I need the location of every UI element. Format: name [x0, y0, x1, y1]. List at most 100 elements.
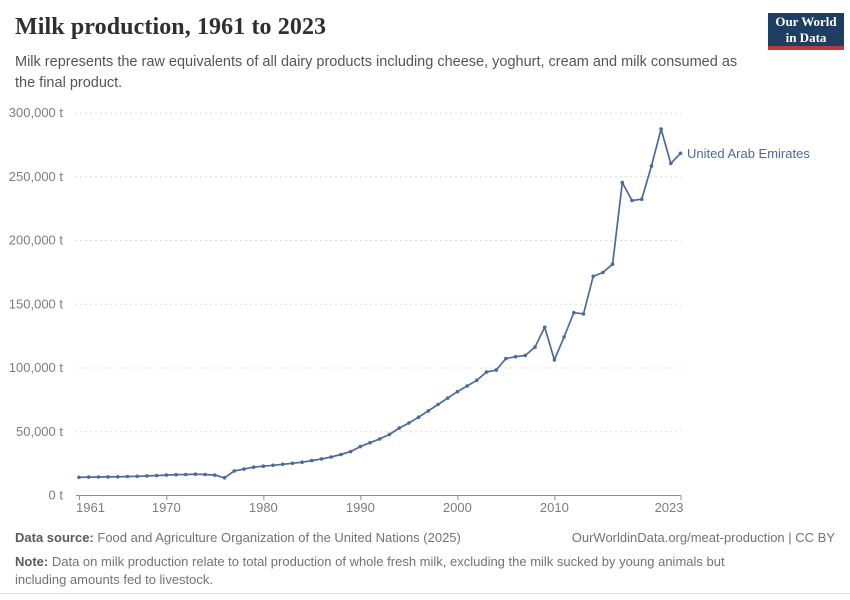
- series-markers: [77, 127, 683, 480]
- data-point[interactable]: [445, 396, 450, 400]
- data-point[interactable]: [378, 437, 382, 441]
- data-point[interactable]: [290, 461, 295, 466]
- data-point[interactable]: [572, 310, 576, 315]
- x-tick-label: 2010: [540, 500, 569, 515]
- data-point[interactable]: [426, 409, 431, 413]
- data-point[interactable]: [610, 262, 615, 267]
- data-point[interactable]: [135, 474, 139, 479]
- y-tick-label: 50,000 t: [16, 424, 63, 439]
- data-point[interactable]: [542, 325, 547, 330]
- data-point[interactable]: [116, 475, 120, 479]
- data-point[interactable]: [319, 457, 324, 461]
- data-point[interactable]: [242, 467, 246, 471]
- owid-logo[interactable]: Our World in Data: [768, 13, 844, 50]
- y-tick-label: 200,000 t: [9, 233, 64, 248]
- y-tick-label: 250,000 t: [9, 169, 64, 184]
- y-tick-label: 100,000 t: [9, 360, 64, 375]
- data-point[interactable]: [251, 465, 256, 470]
- data-point[interactable]: [174, 472, 178, 477]
- bottom-divider: [0, 593, 850, 594]
- data-point[interactable]: [203, 472, 207, 477]
- data-point[interactable]: [475, 378, 479, 383]
- data-point[interactable]: [397, 426, 402, 430]
- series-entity-label: United Arab Emirates: [687, 146, 810, 161]
- data-point[interactable]: [533, 345, 537, 349]
- x-tick-label: 2000: [443, 500, 472, 515]
- data-point[interactable]: [271, 463, 275, 468]
- data-point[interactable]: [106, 475, 110, 479]
- data-point[interactable]: [154, 473, 159, 478]
- data-point[interactable]: [436, 402, 440, 407]
- data-point[interactable]: [649, 164, 654, 168]
- data-point[interactable]: [358, 444, 363, 449]
- y-tick-label: 300,000 t: [9, 105, 64, 120]
- data-point[interactable]: [329, 455, 334, 459]
- data-point[interactable]: [183, 472, 188, 477]
- note-label: Note:: [15, 554, 49, 569]
- x-tick-label: 2023: [655, 500, 684, 515]
- owid-logo-line1: Our World: [775, 14, 837, 30]
- data-point[interactable]: [213, 473, 217, 477]
- data-point[interactable]: [348, 449, 353, 454]
- y-axis-labels: 0 t 50,000 t 100,000 t 150,000 t 200,000 t 25…: [9, 105, 64, 503]
- data-point[interactable]: [387, 432, 392, 437]
- data-point[interactable]: [455, 389, 460, 394]
- chart-subtitle: Milk represents the raw equivalents of a…: [15, 54, 738, 92]
- data-point[interactable]: [280, 462, 285, 467]
- data-point[interactable]: [232, 469, 236, 473]
- x-tick-label: 1961: [76, 500, 105, 515]
- data-point[interactable]: [339, 452, 343, 457]
- data-point[interactable]: [620, 180, 625, 185]
- data-point[interactable]: [465, 384, 469, 388]
- data-point[interactable]: [77, 475, 81, 480]
- data-point[interactable]: [494, 368, 499, 372]
- data-point[interactable]: [484, 370, 489, 374]
- data-point[interactable]: [368, 440, 372, 445]
- y-tick-label: 0 t: [49, 488, 64, 503]
- note-text: Data on milk production relate to total …: [15, 554, 725, 588]
- data-source-label: Data source:: [15, 530, 94, 545]
- x-tick-label: 1980: [249, 500, 278, 515]
- data-point[interactable]: [416, 415, 421, 420]
- data-point[interactable]: [630, 198, 634, 203]
- data-point[interactable]: [669, 161, 673, 166]
- data-source-text: Food and Agriculture Organization of the…: [97, 530, 461, 545]
- data-point[interactable]: [407, 421, 411, 425]
- data-point[interactable]: [562, 335, 566, 339]
- data-point[interactable]: [581, 312, 586, 316]
- page-title: Milk production, 1961 to 2023: [15, 14, 327, 40]
- data-point[interactable]: [310, 458, 314, 463]
- owid-logo-line2: in Data: [785, 29, 827, 45]
- data-point[interactable]: [86, 475, 91, 479]
- data-point[interactable]: [523, 353, 528, 358]
- gridlines: [75, 112, 681, 433]
- x-tick-label: 1970: [152, 500, 181, 515]
- data-point[interactable]: [125, 474, 130, 479]
- data-point[interactable]: [261, 464, 266, 469]
- data-point[interactable]: [601, 270, 605, 275]
- data-point[interactable]: [164, 473, 169, 477]
- data-point[interactable]: [145, 474, 149, 478]
- data-point[interactable]: [639, 197, 644, 201]
- data-point[interactable]: [678, 151, 683, 156]
- data-source-line: Data source: Food and Agriculture Organi…: [15, 530, 461, 545]
- series-line[interactable]: [78, 128, 682, 479]
- data-point[interactable]: [513, 354, 518, 359]
- data-point[interactable]: [504, 356, 508, 361]
- data-point[interactable]: [591, 274, 595, 279]
- chart-note: Note: Data on milk production relate to …: [15, 553, 760, 590]
- data-point[interactable]: [193, 472, 198, 477]
- x-tick-label: 1990: [346, 500, 375, 515]
- data-point[interactable]: [96, 475, 101, 479]
- data-point[interactable]: [300, 460, 304, 465]
- x-axis: [76, 495, 682, 500]
- chart-footer: Data source: Food and Agriculture Organi…: [15, 530, 835, 590]
- data-point[interactable]: [552, 358, 557, 362]
- y-tick-label: 150,000 t: [9, 296, 64, 311]
- x-axis-labels: 1961 1970 1980 1990 2000 2010 2023: [76, 500, 684, 515]
- data-point[interactable]: [659, 127, 663, 131]
- data-point[interactable]: [222, 476, 227, 480]
- owid-license-link[interactable]: OurWorldinData.org/meat-production | CC …: [571, 530, 835, 545]
